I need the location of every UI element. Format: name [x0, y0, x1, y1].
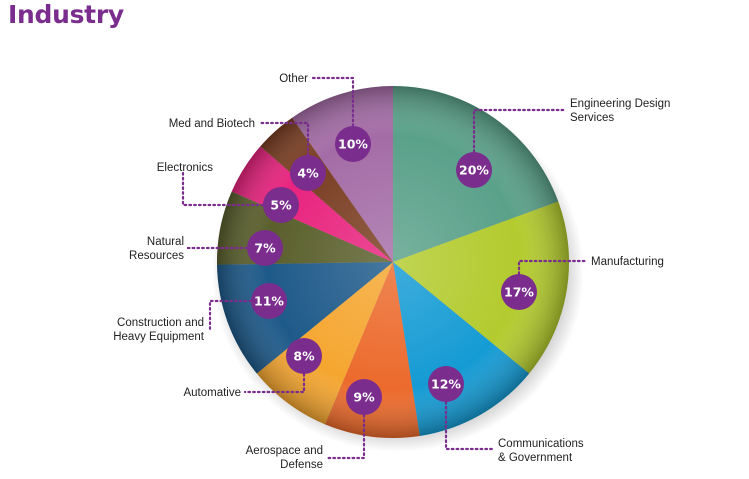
leader-line-communications-and-government: [444, 400, 496, 451]
category-label-construction-and-heavy-equipment-line-1: Construction and: [117, 317, 204, 329]
data-label-communications-and-government: 12%: [431, 377, 461, 392]
data-label-med-and-biotech: 4%: [297, 166, 319, 181]
badge-manufacturing: [501, 274, 537, 310]
category-label-manufacturing: Manufacturing: [591, 256, 664, 268]
leader-line-aerospace-and-defense: [325, 413, 366, 460]
data-label-electronics: 5%: [270, 198, 292, 213]
leader-lines: [181, 76, 589, 460]
data-label-engineering-design-services: 20%: [459, 163, 489, 178]
badge-med-and-biotech: [290, 155, 326, 191]
category-label-automative: Automative: [183, 387, 241, 399]
badge-automative: [286, 338, 322, 374]
category-label-communications-and-government-line-1: Communications: [498, 438, 584, 450]
badge-communications-and-government: [428, 366, 464, 402]
leader-line-engineering-design-services: [472, 108, 568, 154]
slice-labels: Engineering Design Services Manufacturing C…: [113, 73, 670, 471]
category-label-engineering-design-services-line-1: Engineering Design: [570, 98, 670, 110]
data-label-natural-resources: 7%: [254, 241, 276, 256]
data-label-aerospace-and-defense: 9%: [353, 390, 375, 405]
badge-natural-resources: [247, 230, 283, 266]
leader-line-construction-and-heavy-equipment: [208, 299, 253, 332]
category-label-other: Other: [279, 73, 308, 85]
leader-line-med-and-biotech: [257, 121, 310, 157]
category-label-aerospace-and-defense-line-1: Aerospace and: [246, 445, 323, 457]
data-label-manufacturing: 17%: [504, 285, 534, 300]
category-label-construction-and-heavy-equipment-line-2: Heavy Equipment: [113, 331, 205, 343]
chart-title: Industry: [8, 0, 124, 29]
leader-line-electronics: [181, 170, 265, 207]
category-label-med-and-biotech: Med and Biotech: [169, 118, 255, 130]
category-label-natural-resources-line-1: Natural: [147, 236, 184, 248]
badge-aerospace-and-defense: [346, 379, 382, 415]
data-label-other: 10%: [338, 137, 368, 152]
category-label-aerospace-and-defense-line-2: Defense: [280, 459, 323, 471]
category-label-electronics: Electronics: [157, 162, 213, 174]
badge-other: [335, 126, 371, 162]
leader-line-other: [310, 76, 355, 128]
badge-electronics: [263, 187, 299, 223]
percent-badges: 20% 17% 12% 9% 8% 11% 7% 5% 4% 10%: [247, 126, 537, 415]
data-label-automative: 8%: [293, 349, 315, 364]
category-label-communications-and-government-line-2: & Government: [498, 452, 573, 464]
category-label-natural-resources-line-2: Resources: [129, 250, 184, 262]
data-label-construction-and-heavy-equipment: 11%: [254, 294, 284, 309]
category-label-engineering-design-services-line-2: Services: [570, 112, 614, 124]
leader-line-manufacturing: [517, 259, 589, 276]
badge-construction-and-heavy-equipment: [251, 283, 287, 319]
badge-engineering-design-services: [456, 152, 492, 188]
leader-line-automative: [243, 372, 306, 394]
